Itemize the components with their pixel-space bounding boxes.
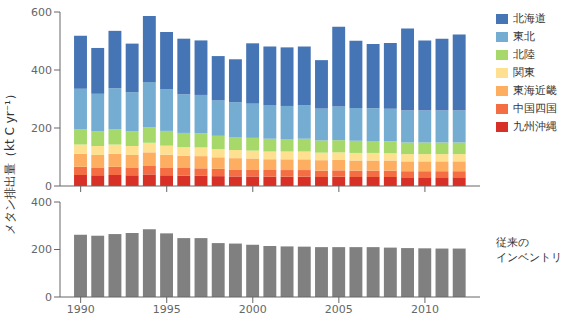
svg-text:2005: 2005 xyxy=(325,303,353,316)
html-text:北陸: 北陸 xyxy=(513,48,535,61)
svg-text:0: 0 xyxy=(45,291,52,304)
svg-text:400: 400 xyxy=(31,64,52,77)
svg-text:2010: 2010 xyxy=(411,303,439,316)
html-text:中国四国: 中国四国 xyxy=(513,102,557,115)
svg-text:600: 600 xyxy=(31,6,52,19)
svg-text:0: 0 xyxy=(45,180,52,193)
svg-text:200: 200 xyxy=(31,243,52,256)
html-text:メタン排出量（kt C yr⁻¹）: メタン排出量（kt C yr⁻¹） xyxy=(2,88,17,235)
html-text:東海近畿: 東海近畿 xyxy=(513,84,557,97)
svg-text:1995: 1995 xyxy=(153,303,181,316)
html-text:従来の インベントリ: 従来の インベントリ xyxy=(496,235,562,264)
svg-text:1990: 1990 xyxy=(67,303,95,316)
svg-text:2000: 2000 xyxy=(239,303,267,316)
svg-text:400: 400 xyxy=(31,196,52,209)
html-text:関東: 関東 xyxy=(513,66,535,79)
html-text:北海道: 北海道 xyxy=(513,12,546,25)
html-text:九州沖縄: 九州沖縄 xyxy=(513,120,557,133)
html-text:東北: 東北 xyxy=(513,30,535,43)
svg-text:200: 200 xyxy=(31,122,52,135)
